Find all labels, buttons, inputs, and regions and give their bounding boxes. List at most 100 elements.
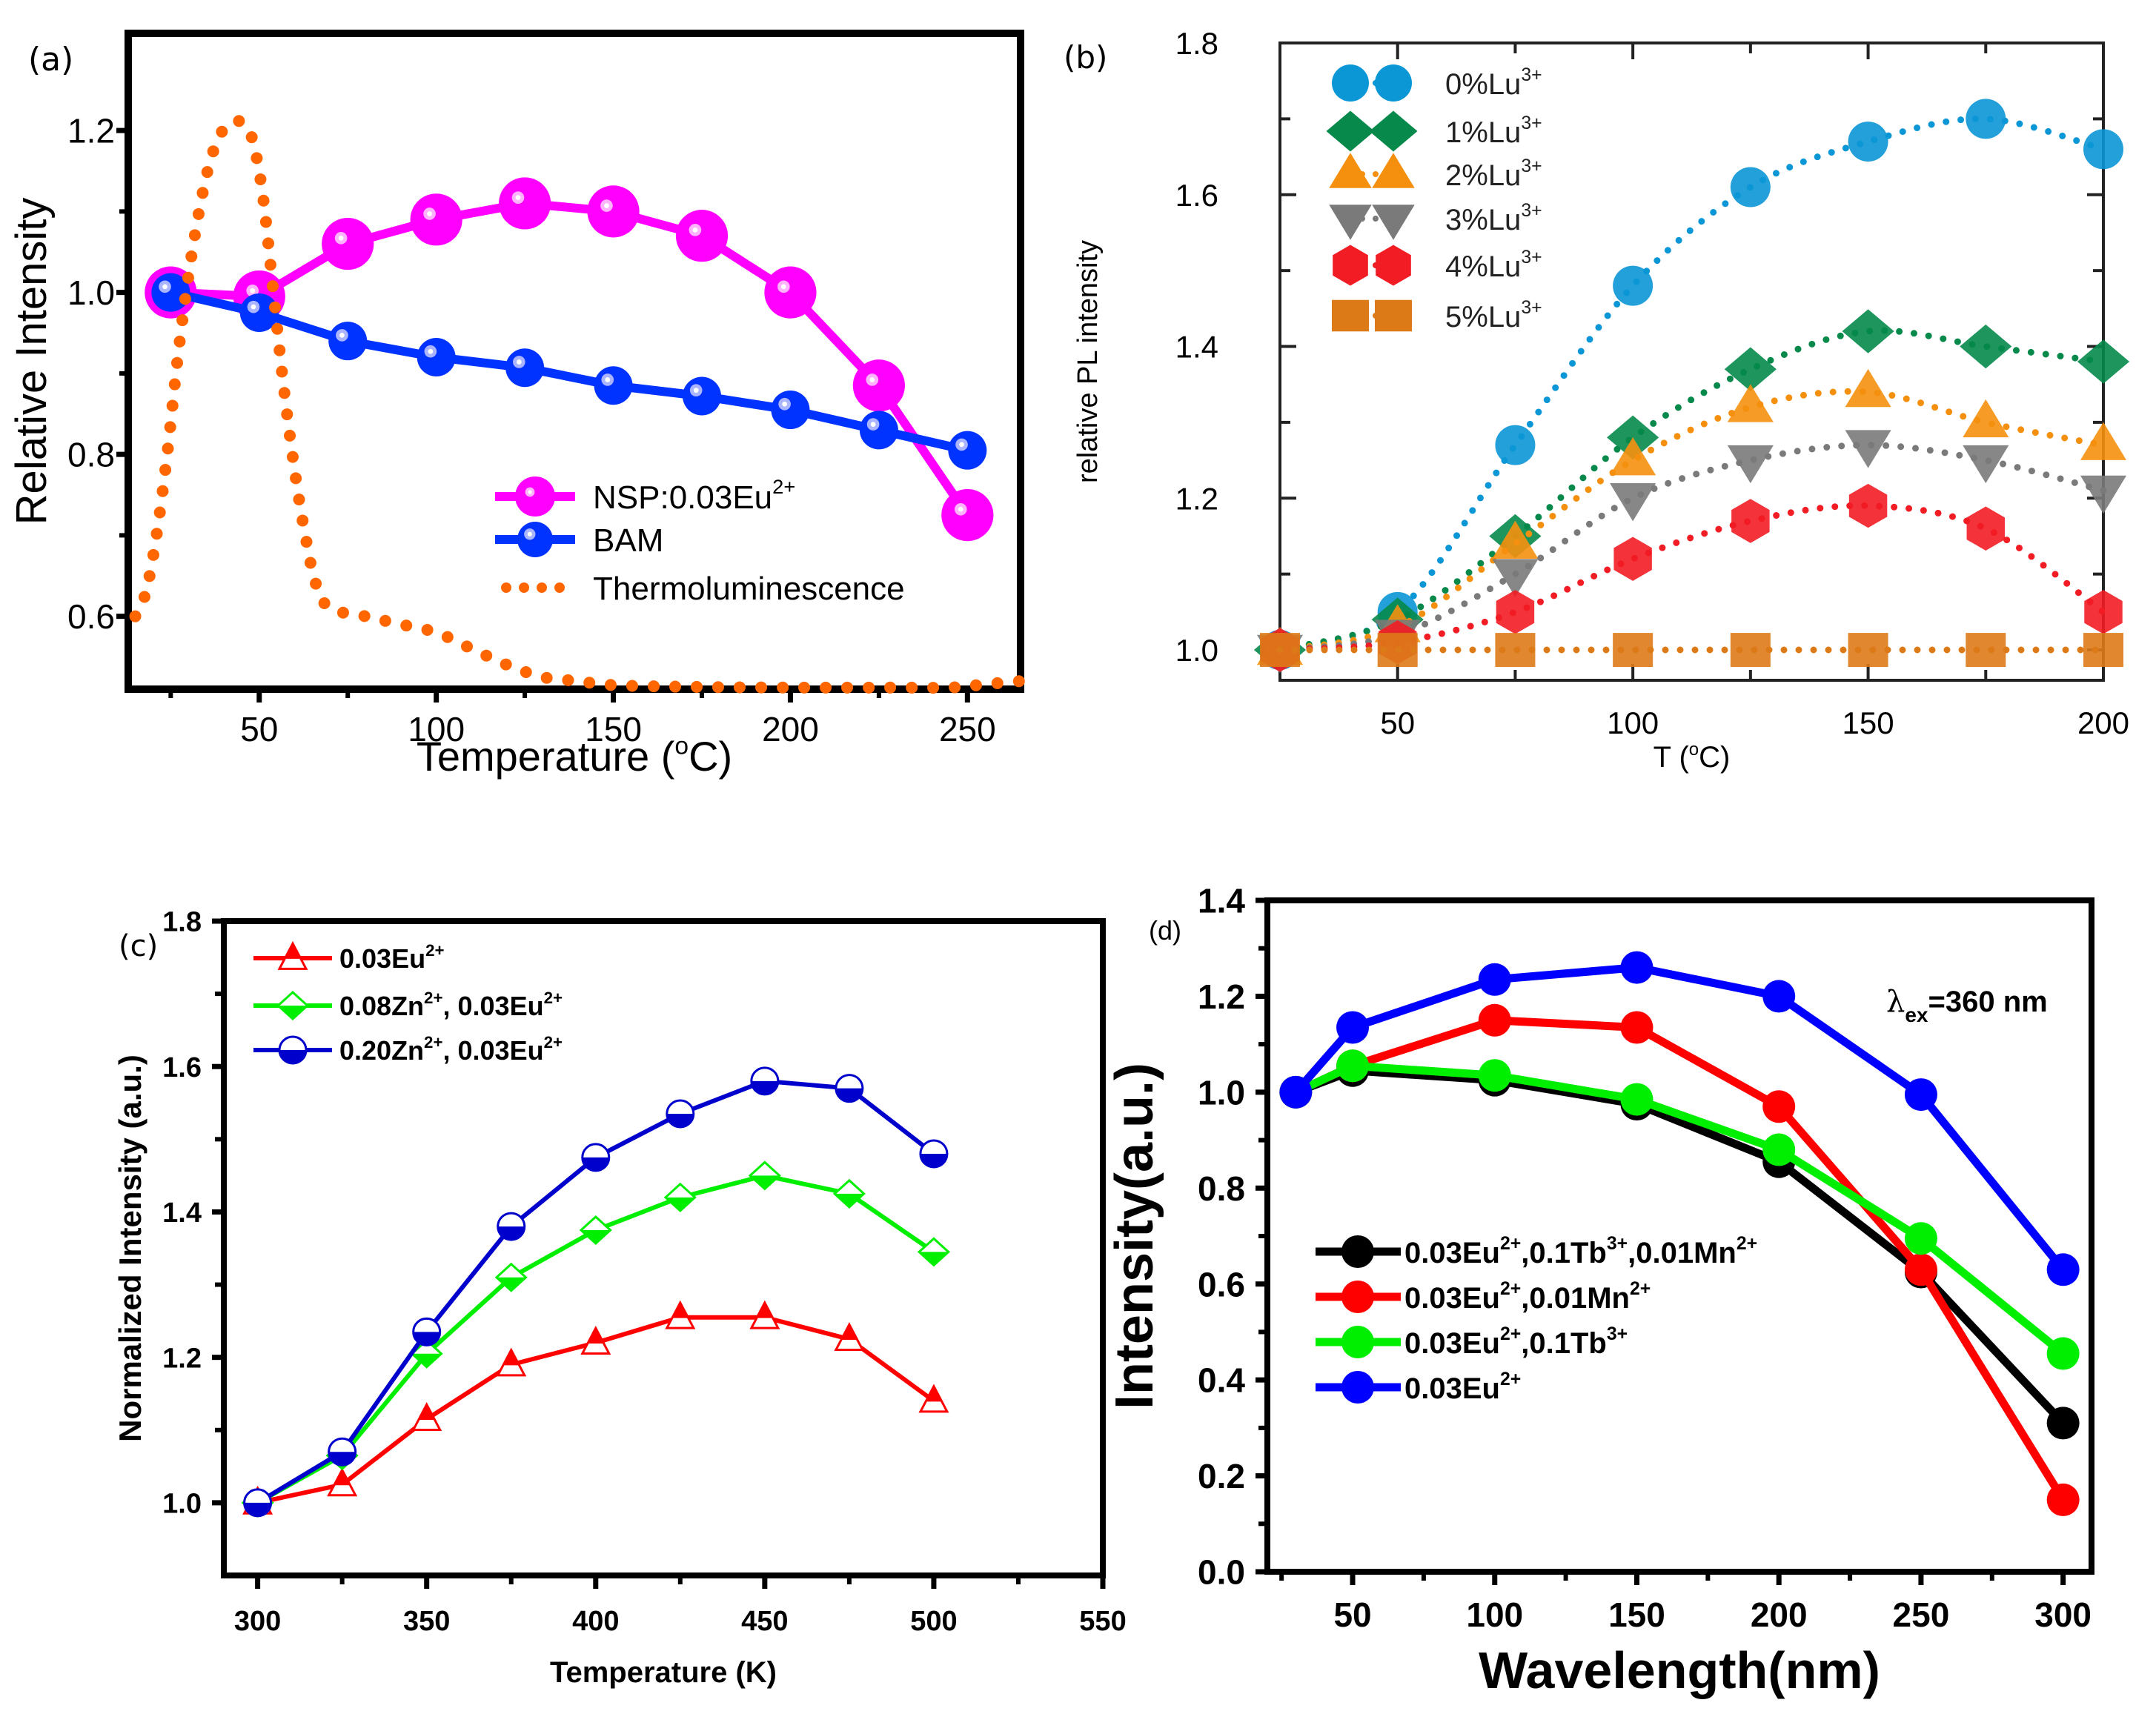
data-point: [835, 1193, 864, 1207]
legend-marker: [279, 1050, 306, 1063]
y-tick-label: 1.4: [1198, 882, 1245, 920]
data-point-highlight-core: [515, 195, 521, 201]
legend-dot: [554, 582, 565, 593]
legend-label-sup: 2+: [1500, 1369, 1521, 1389]
data-point: [587, 1328, 604, 1344]
series-line: [170, 199, 972, 518]
data-point: [771, 391, 810, 430]
annotation-symbol: λ: [1886, 985, 1905, 1019]
legend-item: 1%Lu3+​: [1326, 110, 1542, 152]
data-point: [1963, 399, 2009, 438]
data-point: [2077, 339, 2130, 384]
data-point: [1620, 1011, 1654, 1044]
data-point: [1492, 520, 1539, 559]
legend-marker: [1372, 205, 1415, 240]
legend-marker: [1333, 245, 1368, 286]
legend-label: 0.03Eu2+​: [339, 941, 445, 974]
legend-marker: [1376, 245, 1411, 286]
legend-marker: [278, 1006, 308, 1019]
data-point-highlight-core: [516, 359, 522, 365]
legend-marker: [1332, 299, 1369, 332]
legend-marker: [515, 476, 555, 517]
panel-label: (b): [1064, 39, 1107, 76]
legend-label-part: 0.03Eu: [339, 943, 425, 974]
legend-label-sup: 3+: [1521, 65, 1542, 85]
legend-marker: [285, 943, 301, 959]
legend-marker: [1369, 110, 1418, 152]
legend-label-part: ,0.1Tb: [1521, 1237, 1607, 1269]
data-point: [1730, 633, 1771, 667]
data-point: [1260, 633, 1300, 667]
data-point-highlight-core: [427, 211, 432, 216]
data-point: [756, 1302, 773, 1318]
x-tick-label: 450: [741, 1606, 788, 1637]
legend: 0.03Eu2+​,0.1Tb3+​,0.01Mn2+​0.03Eu2+​,0.…: [1316, 1234, 1757, 1405]
data-point: [417, 338, 456, 377]
legend-marker: [1375, 299, 1412, 332]
legend-label-sup: 3+: [1607, 1324, 1628, 1344]
x-tick-label: 300: [234, 1606, 281, 1637]
data-point: [328, 1452, 356, 1466]
data-point: [941, 488, 994, 542]
data-point-highlight-core: [692, 227, 698, 233]
legend-label-part: 0.03Eu: [1404, 1372, 1500, 1405]
data-point-highlight-core: [338, 235, 344, 241]
data-point-highlight-core: [782, 401, 788, 407]
data-point: [1848, 483, 1888, 528]
y-tick-label: 0.2: [1198, 1457, 1245, 1495]
legend-label-part: , 0.03Eu: [443, 1035, 544, 1066]
y-tick-label: 1.2: [1198, 977, 1245, 1016]
x-tick-label: 100: [1607, 705, 1659, 740]
legend-label: 5%Lu3+​: [1445, 298, 1542, 333]
x-tick-label: 200: [1751, 1595, 1808, 1634]
data-point: [675, 210, 729, 262]
x-axis-label-text: Wavelength(nm): [1479, 1641, 1880, 1699]
legend: 0%Lu3+​1%Lu3+​2%Lu3+​3%Lu3+​4%Lu3+​5%Lu3…: [1326, 64, 1542, 333]
series-3-lu: [1256, 430, 2127, 674]
y-axis-label: Relative Intensity: [7, 198, 56, 525]
data-point: [1336, 1049, 1370, 1083]
data-point: [926, 1386, 942, 1402]
legend-dot: [501, 582, 511, 593]
x-tick-label: 200: [762, 710, 819, 748]
legend-label-sup: 3+: [1521, 248, 1542, 268]
y-tick-label: 1.2: [162, 1343, 202, 1374]
data-point: [2080, 422, 2127, 460]
data-point-highlight-core: [693, 388, 699, 393]
data-point-highlight-core: [869, 377, 875, 382]
data-point: [1845, 430, 1891, 468]
legend-label-sup: 3+: [1607, 1234, 1628, 1254]
data-point: [1613, 265, 1654, 306]
series-line: [1276, 388, 2107, 654]
panel-label: (d): [1149, 915, 1181, 946]
legend-label-sup: 3+: [1521, 298, 1542, 318]
legend-item: 0.20Zn2+​, 0.03Eu2+​: [253, 1033, 563, 1066]
plot-frame: [125, 30, 1024, 693]
panel-c-chart: 1.0 1.2 1.4 1.6 1.8 300 350 400 450 500 550 Tempera…: [113, 907, 1127, 1689]
x-axis-label-sup: o: [674, 733, 689, 760]
x-tick-label: 150: [1608, 1595, 1665, 1634]
legend-label: 0.20Zn2+​, 0.03Eu2+​: [339, 1033, 563, 1066]
y-tick-label: 1.6: [162, 1052, 202, 1083]
x-tick-label: 50: [1380, 705, 1415, 740]
y-tick-label: 1.0: [1198, 1073, 1245, 1112]
data-point: [322, 217, 374, 270]
data-point: [244, 1502, 271, 1516]
plot-area: [1279, 951, 2080, 1516]
legend-label-part: BAM: [593, 522, 663, 559]
series-5-lu: [1260, 633, 2123, 667]
legend-label: BAM: [593, 522, 663, 559]
series-thermoluminescence: [129, 114, 1026, 694]
data-point: [2084, 590, 2123, 634]
x-axis-label-text: T (: [1654, 741, 1690, 774]
data-point: [751, 1080, 778, 1095]
legend-label: 2%Lu3+​: [1445, 156, 1542, 192]
data-point: [919, 1252, 949, 1266]
data-point: [587, 185, 640, 238]
y-tick-label: 1.0: [1175, 633, 1218, 668]
y-axis-label: relative PL intensity: [1072, 240, 1104, 483]
data-point: [499, 177, 551, 230]
data-point: [1478, 1059, 1511, 1092]
y-tick-label: 1.6: [1175, 178, 1218, 213]
data-point: [1842, 309, 1894, 353]
